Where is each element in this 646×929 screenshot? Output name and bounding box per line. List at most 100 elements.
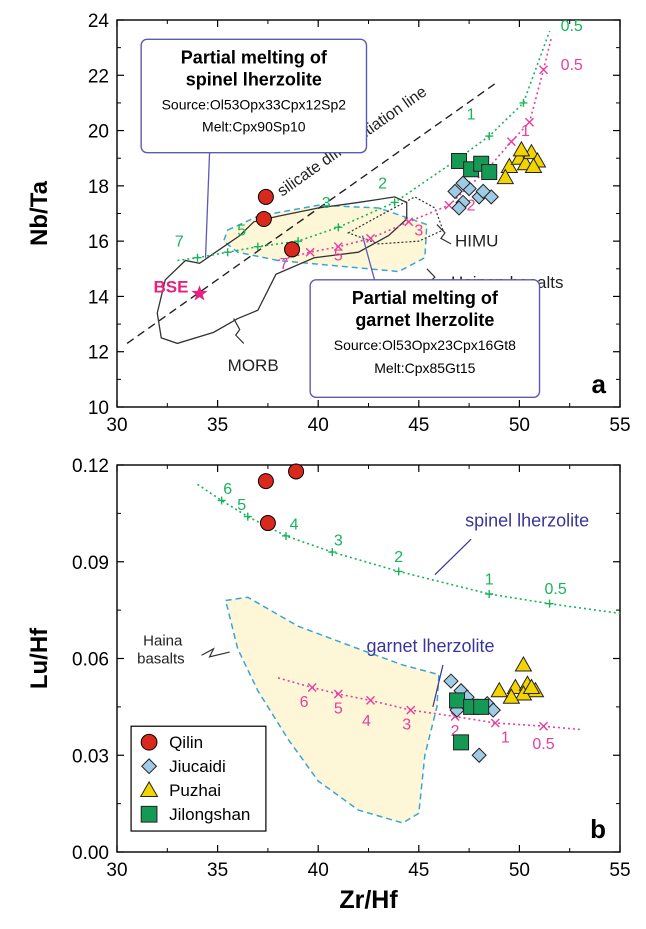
- spinel-melt-label: 0.5: [544, 581, 566, 598]
- legend-label-qilin: Qilin: [169, 733, 203, 752]
- spinel-melt-label: 2: [378, 176, 387, 193]
- spinel-melt-label: 4: [290, 517, 299, 534]
- garnet-tick-mark: [490, 718, 500, 728]
- garnet-tick-mark: [366, 233, 376, 243]
- y-tick-label: 20: [88, 122, 109, 143]
- data-point-qilin: [259, 515, 276, 532]
- spinel-tick-mark: [294, 237, 303, 246]
- spinel-melt-label: 5: [237, 223, 246, 240]
- data-point-puzhai: [496, 168, 515, 185]
- data-point-jilongshan: [451, 152, 468, 169]
- haina-leader: [201, 647, 230, 658]
- legend-label-jiucaidi: Jiucaidi: [169, 757, 226, 776]
- garnet-melt-label: 1: [501, 729, 510, 746]
- y-tick-label: 16: [88, 232, 109, 253]
- garnet-info-box: [309, 279, 541, 399]
- spinel-box-melt: Melt:Cpx90Sp10: [202, 118, 306, 134]
- garnet-tick-mark: [366, 695, 376, 705]
- garnet-melt-label: 4: [362, 713, 371, 730]
- garnet-melt-label: 0.5: [532, 736, 554, 753]
- spinel-melt-label: 0.5: [561, 18, 583, 35]
- data-point-puzhai: [512, 140, 531, 157]
- y-axis-label: Nb/Ta: [26, 180, 53, 246]
- x-tick-label: 30: [106, 415, 127, 436]
- data-point-jiucaidi: [471, 747, 487, 763]
- garnet-box-title2: garnet lherzolite: [355, 310, 494, 330]
- spinel-tick-mark: [253, 242, 262, 251]
- y-tick-label: 18: [88, 177, 109, 198]
- data-point-puzhai: [490, 681, 509, 698]
- x-tick-label: 40: [308, 860, 329, 881]
- himu-label: HIMU: [455, 232, 498, 251]
- legend-marker-jiucaidi: [141, 758, 158, 775]
- spinel-tick-mark: [394, 567, 403, 576]
- garnet-tick-mark: [506, 137, 516, 147]
- spinel-tick-mark: [334, 223, 343, 232]
- garnet-tick-mark: [539, 65, 549, 75]
- spinel-box-title2: spinel lherzolite: [186, 69, 322, 89]
- y-tick-label: 0.03: [72, 746, 109, 767]
- garnet-melt-label: 2: [467, 198, 476, 215]
- garnet-melt-label: 6: [300, 694, 309, 711]
- x-axis-label: Zr/Hf: [339, 886, 398, 914]
- himu-leader: [436, 224, 452, 245]
- x-tick-label: 55: [609, 860, 630, 881]
- x-tick-label: 45: [408, 415, 429, 436]
- spinel-melt-label: 3: [334, 533, 343, 550]
- garnet-label-leader: [432, 664, 444, 708]
- legend: Qilin Jiucaidi Puzhai Jilongshan: [130, 725, 267, 832]
- data-point-jiucaidi: [443, 673, 459, 689]
- y-tick-label: 24: [88, 11, 110, 32]
- spinel-tick-mark: [328, 548, 337, 557]
- garnet-melt-label: 5: [334, 700, 343, 717]
- y-tick-label: 12: [88, 343, 109, 364]
- spinel-tick-mark: [485, 590, 494, 598]
- legend-label-puzhai: Puzhai: [169, 781, 221, 800]
- spinel-info-box: [140, 38, 368, 154]
- morb-field: [156, 196, 408, 345]
- garnet-tick-mark: [539, 721, 549, 731]
- y-tick-label: 0.06: [72, 650, 109, 671]
- y-tick-label: 0.09: [72, 553, 109, 574]
- garnet-tick-mark: [406, 705, 416, 715]
- legend-marker-jilongshan: [140, 805, 158, 823]
- morb-label: MORB: [228, 356, 279, 375]
- garnet-melt-label: 3: [402, 716, 411, 733]
- garnet-tick-mark: [524, 117, 534, 127]
- y-tick-label: 14: [88, 287, 110, 308]
- data-point-qilin: [288, 463, 305, 480]
- panel-b: 30 35 40 45 50 550.000.030.060.090.12Lu/HfZr/…: [26, 456, 631, 914]
- x-tick-label: 50: [509, 860, 530, 881]
- x-tick-label: 30: [106, 860, 127, 881]
- spinel-tick-mark: [243, 512, 252, 521]
- spinel-box-leader: [204, 152, 211, 258]
- spinel-curve-label: spinel lherzolite: [465, 510, 589, 530]
- spinel-box-source: Source:Ol53Opx33Cpx12Sp2: [162, 96, 347, 112]
- spinel-tick-mark: [545, 599, 554, 608]
- spinel-melt-label: 7: [175, 234, 184, 251]
- y-tick-label: 0.12: [72, 456, 109, 477]
- data-point-jilongshan: [449, 692, 466, 709]
- garnet-box-source: Source:Ol53Opx23Cpx16Gt8: [334, 337, 516, 353]
- spinel-tick-mark: [223, 248, 232, 257]
- garnet-melt-label: 1: [521, 123, 530, 140]
- spinel-tick-mark: [390, 198, 399, 207]
- legend-marker-puzhai: [139, 780, 159, 798]
- panel-a: 30 35 40 45 50 551012141618202224Nb/Taa753210…: [26, 11, 631, 436]
- himu-field: [346, 196, 444, 245]
- data-point-qilin: [257, 188, 274, 205]
- x-tick-label: 35: [207, 860, 228, 881]
- spinel-melt-label: 1: [467, 107, 476, 124]
- spinel-melt-label: 5: [237, 497, 246, 514]
- data-point-jiucaidi: [451, 200, 467, 216]
- y-axis-label: Lu/Hf: [26, 627, 53, 689]
- data-point-jiucaidi: [455, 175, 471, 191]
- garnet-melt-label: 2: [451, 723, 460, 740]
- hainan-field: [222, 204, 428, 273]
- data-point-jiucaidi: [475, 183, 491, 200]
- garnet-tick-mark: [307, 683, 317, 693]
- y-tick-label: 10: [88, 398, 109, 419]
- x-tick-label: 40: [308, 415, 329, 436]
- data-point-qilin: [284, 241, 301, 258]
